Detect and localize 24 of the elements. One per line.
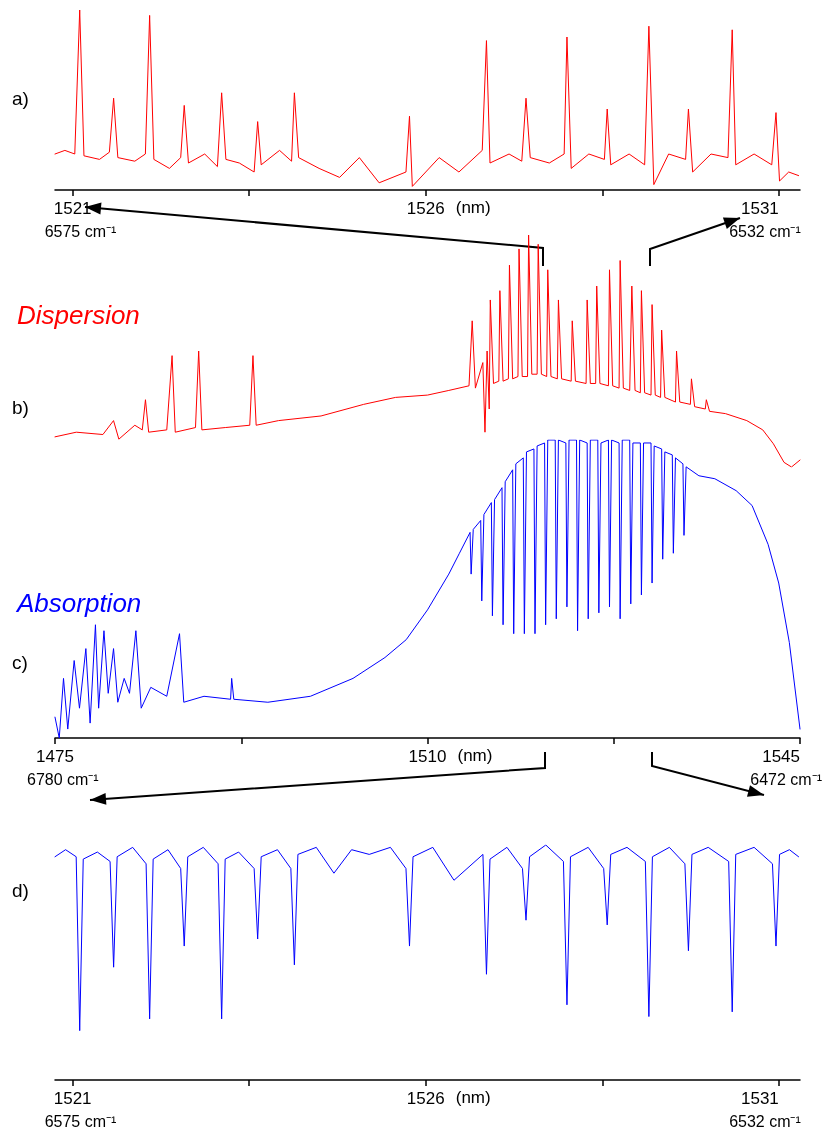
x-tick-label: 1526	[406, 199, 445, 218]
x-axis-title: (nm)	[455, 1088, 491, 1108]
annotation: 6532 cm⁻¹	[729, 222, 801, 242]
x-tick-label: 1545	[762, 747, 800, 766]
text: d)	[12, 880, 29, 902]
text: c)	[12, 651, 28, 674]
x-axis-title: (nm)	[457, 746, 493, 766]
text: 6575 cm⁻¹	[44, 1112, 117, 1132]
x-tick-label: 1521	[53, 1089, 92, 1108]
x-tick-label: 1531	[740, 199, 779, 218]
text: 6780 cm⁻¹	[27, 770, 99, 790]
x-tick-label: 1521	[53, 199, 92, 218]
text: a)	[12, 88, 29, 110]
text: Dispersion	[17, 300, 140, 330]
x-tick-label: 1475	[36, 747, 74, 766]
x-tick-label: 1526	[406, 1089, 445, 1108]
text: 6532 cm⁻¹	[729, 1112, 801, 1132]
x-tick-label: 1531	[740, 1089, 779, 1108]
annotation: 6575 cm⁻¹	[44, 222, 117, 242]
x-axis-title: (nm)	[455, 198, 491, 218]
text: b)	[12, 397, 29, 419]
text: Absorption	[15, 588, 142, 618]
x-tick-label: 1510	[408, 747, 447, 766]
text: 6472 cm⁻¹	[750, 770, 822, 790]
